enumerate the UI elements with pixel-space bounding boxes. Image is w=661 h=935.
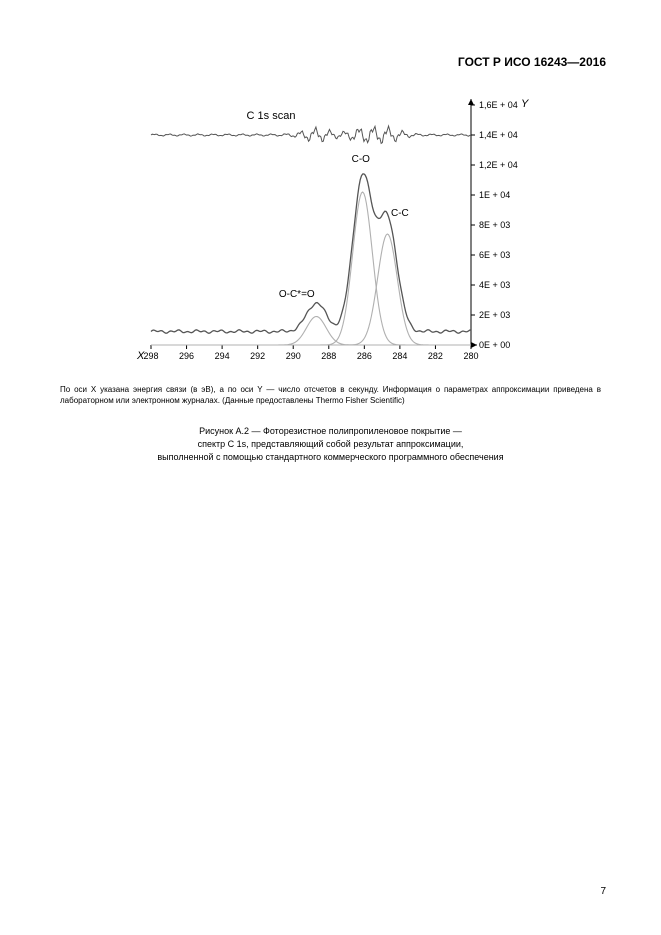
svg-text:2E + 03: 2E + 03 [479, 310, 510, 320]
svg-text:284: 284 [392, 351, 407, 361]
svg-text:C-O: C-O [351, 154, 370, 165]
svg-text:292: 292 [250, 351, 265, 361]
svg-text:8E + 03: 8E + 03 [479, 220, 510, 230]
svg-text:X: X [136, 350, 145, 362]
svg-text:6E + 03: 6E + 03 [479, 250, 510, 260]
svg-text:1E + 04: 1E + 04 [479, 190, 510, 200]
svg-text:4E + 03: 4E + 03 [479, 280, 510, 290]
svg-text:Y: Y [521, 98, 529, 110]
svg-text:288: 288 [321, 351, 336, 361]
svg-text:294: 294 [214, 351, 229, 361]
figure-caption-line: выполненной с помощью стандартного комме… [50, 451, 611, 464]
figure-caption: Рисунок А.2 — Фоторезистное полипропилен… [50, 425, 611, 464]
axis-footnote: По оси X указана энергия связи (в эВ), а… [60, 385, 601, 407]
svg-text:1,6E + 04: 1,6E + 04 [479, 100, 518, 110]
svg-text:298: 298 [143, 351, 158, 361]
svg-text:282: 282 [427, 351, 442, 361]
svg-text:C 1s scan: C 1s scan [246, 110, 295, 122]
svg-text:O-C*=O: O-C*=O [278, 289, 314, 300]
svg-text:290: 290 [285, 351, 300, 361]
doc-code: ГОСТ Р ИСО 16243—2016 [458, 55, 606, 69]
page-number: 7 [600, 886, 606, 897]
figure-caption-line: Рисунок А.2 — Фоторезистное полипропилен… [50, 425, 611, 438]
figure-caption-line: спектр С 1s, представляющий собой резуль… [50, 438, 611, 451]
xps-spectrum-chart: 298 296 294 292 290 288 286 284 282 2800E + 00 2E … [121, 95, 541, 375]
svg-text:C-C: C-C [390, 208, 408, 219]
svg-text:0E + 00: 0E + 00 [479, 340, 510, 350]
svg-text:1,2E + 04: 1,2E + 04 [479, 160, 518, 170]
chart-container: 298 296 294 292 290 288 286 284 282 2800E + 00 2E … [50, 95, 611, 375]
svg-text:286: 286 [356, 351, 371, 361]
svg-text:280: 280 [463, 351, 478, 361]
svg-text:296: 296 [179, 351, 194, 361]
svg-text:1,4E + 04: 1,4E + 04 [479, 130, 518, 140]
